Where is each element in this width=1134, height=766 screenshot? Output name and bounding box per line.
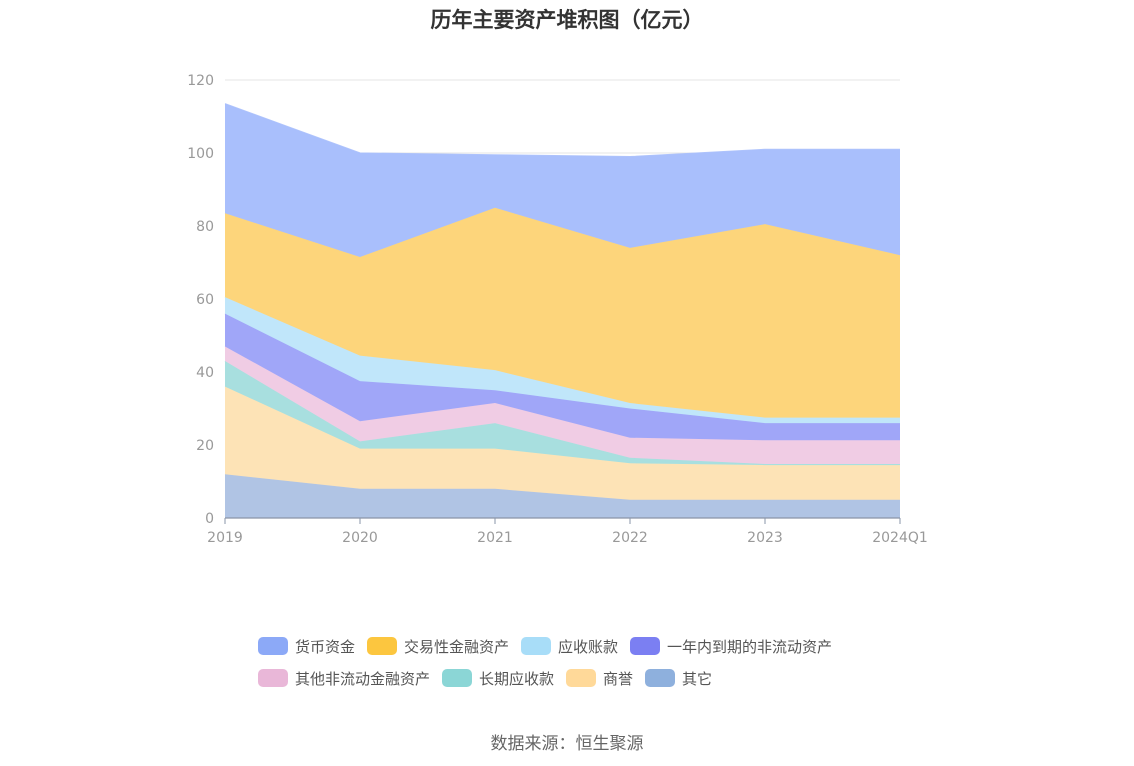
x-tick-label: 2019 [207, 530, 243, 546]
data-source: 数据来源：恒生聚源 [490, 734, 644, 754]
y-tick-label: 60 [196, 292, 214, 308]
x-tick-label: 2024Q1 [872, 530, 928, 546]
legend-row: 货币资金 交易性金融资产 应收账款 一年内到期的非流动资产 [258, 630, 958, 662]
y-axis-labels: 0 20 40 60 80 100 120 [187, 73, 214, 527]
x-axis [224, 517, 901, 524]
legend-label: 货币资金 [295, 637, 356, 656]
legend-item-7[interactable]: 其它 [645, 668, 712, 689]
legend-item-3[interactable]: 一年内到期的非流动资产 [630, 636, 832, 657]
y-tick-label: 100 [187, 146, 214, 162]
legend-label: 一年内到期的非流动资产 [667, 637, 833, 656]
chart-title: 历年主要资产堆积图（亿元） [430, 8, 704, 32]
x-axis-labels: 2019 2020 2021 2022 2023 2024Q1 [207, 530, 928, 546]
area-series-4[interactable] [225, 313, 900, 441]
area-series-2[interactable] [225, 361, 900, 466]
y-tick-label: 0 [205, 511, 214, 527]
legend-label: 长期应收款 [479, 669, 555, 688]
y-tick-label: 80 [196, 219, 214, 235]
area-series-7[interactable] [225, 103, 900, 258]
legend-label: 交易性金融资产 [404, 637, 510, 656]
legend-label: 应收账款 [558, 637, 619, 656]
legend-swatch [630, 637, 661, 655]
legend-swatch [442, 669, 473, 687]
legend: 货币资金 交易性金融资产 应收账款 一年内到期的非流动资产 其他非流动金融资产 长期应收… [258, 630, 958, 694]
area-layers [224, 103, 901, 518]
legend-swatch [258, 669, 288, 687]
x-tick-label: 2023 [747, 530, 783, 546]
legend-row: 其他非流动金融资产 长期应收款 商誉 其它 [258, 662, 958, 694]
legend-swatch [258, 637, 288, 655]
series-line-7 [224, 103, 900, 158]
legend-label: 其他非流动金融资产 [295, 669, 431, 688]
legend-item-5[interactable]: 长期应收款 [442, 668, 554, 689]
legend-item-4[interactable]: 其他非流动金融资产 [258, 668, 430, 689]
legend-swatch [521, 637, 552, 655]
area-series-5[interactable] [225, 297, 900, 424]
legend-item-2[interactable]: 应收账款 [521, 636, 618, 657]
area-series-6[interactable] [225, 207, 900, 418]
legend-label: 商誉 [603, 669, 634, 688]
area-series-1[interactable] [225, 386, 900, 500]
legend-item-1[interactable]: 交易性金融资产 [367, 636, 509, 657]
area-series-0[interactable] [225, 474, 900, 518]
y-tick-label: 40 [196, 365, 214, 381]
area-series-3[interactable] [225, 346, 900, 464]
legend-item-0[interactable]: 货币资金 [258, 636, 355, 657]
legend-item-6[interactable]: 商誉 [566, 668, 633, 689]
x-tick-label: 2020 [342, 530, 378, 546]
legend-swatch [645, 669, 676, 687]
legend-label: 其它 [682, 669, 713, 688]
x-tick-label: 2021 [477, 530, 513, 546]
y-tick-label: 120 [187, 73, 214, 89]
x-tick-label: 2022 [612, 530, 648, 546]
stacked-area-chart: 0 20 40 60 80 100 120 2019 2020 2021 2022 2023 2024… [187, 73, 928, 546]
legend-swatch [367, 637, 398, 655]
legend-swatch [566, 669, 597, 687]
y-tick-label: 20 [196, 438, 214, 454]
